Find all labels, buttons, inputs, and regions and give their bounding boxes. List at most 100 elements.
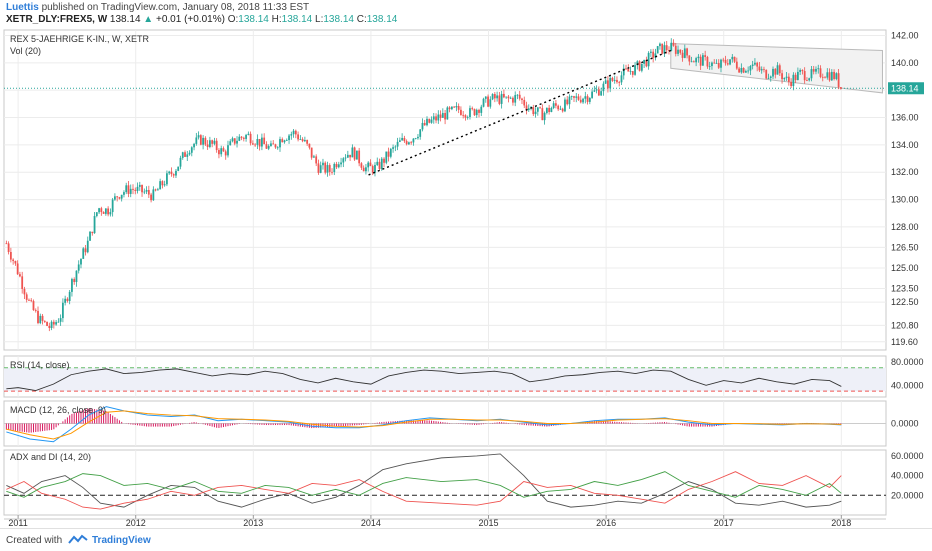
x-axis-label: 2011 xyxy=(8,518,27,528)
candle-body xyxy=(450,106,453,110)
candle-body xyxy=(527,108,530,110)
adx-y-label: 40.0000 xyxy=(891,471,924,481)
candle-body xyxy=(95,212,98,217)
candle-body xyxy=(12,259,15,261)
candle-body xyxy=(518,94,521,99)
candle-body xyxy=(473,109,476,116)
candle-body xyxy=(227,145,229,156)
candle-body xyxy=(509,97,512,99)
candle-body xyxy=(143,191,146,193)
candle-body xyxy=(480,106,483,113)
candle-body xyxy=(43,320,46,322)
candle-body xyxy=(686,48,688,56)
publication-info: published on TradingView.com, January 08… xyxy=(41,2,310,13)
candle-body xyxy=(588,97,591,102)
candle-body xyxy=(274,144,277,148)
candle-body xyxy=(265,144,268,149)
candle-body xyxy=(683,48,686,58)
candle-body xyxy=(557,105,560,110)
candle-body xyxy=(799,70,802,72)
candle-body xyxy=(224,151,227,156)
candle-body xyxy=(810,69,813,79)
candle-body xyxy=(656,46,659,54)
minus-di-line xyxy=(6,471,842,510)
candle-body xyxy=(267,146,270,149)
candle-body xyxy=(71,279,73,292)
candle-body xyxy=(502,93,505,98)
y-axis-label: 126.50 xyxy=(891,242,919,252)
candle-body xyxy=(313,156,315,158)
candle-body xyxy=(446,107,449,120)
candle-body xyxy=(281,139,284,143)
candle-body xyxy=(672,42,675,46)
candle-body xyxy=(371,166,374,173)
candle-body xyxy=(109,212,112,215)
candle-body xyxy=(64,298,67,303)
candle-body xyxy=(86,240,89,253)
candle-body xyxy=(573,96,575,98)
candle-body xyxy=(152,189,155,201)
candle-body xyxy=(46,321,48,326)
candle-body xyxy=(73,279,76,283)
candle-body xyxy=(742,68,745,73)
candle-body xyxy=(426,118,428,126)
high-value: 138.14 xyxy=(281,14,313,25)
candle-body xyxy=(803,71,806,81)
candle-body xyxy=(711,62,713,67)
candle-body xyxy=(817,68,820,70)
candle-body xyxy=(256,138,259,145)
candle-body xyxy=(649,51,652,53)
candle-body xyxy=(654,53,657,58)
candle-body xyxy=(378,161,381,169)
tradingview-brand-link[interactable]: TradingView xyxy=(92,535,151,546)
candle-body xyxy=(315,156,318,164)
candle-body xyxy=(118,197,121,199)
last-price-label: 138.14 xyxy=(891,83,919,93)
candle-body xyxy=(521,98,523,100)
candle-body xyxy=(16,263,19,275)
candle-body xyxy=(111,199,114,213)
candle-body xyxy=(34,310,37,311)
symbol-name[interactable]: XETR_DLY:FREX5, W xyxy=(6,14,108,25)
candle-body xyxy=(435,116,437,121)
candle-body xyxy=(697,56,700,59)
candle-body xyxy=(387,151,390,157)
candle-body xyxy=(120,194,123,199)
chart-canvas[interactable]: 2011 2012 2013 2014 2015 2016 2017 2018 119.60 12… xyxy=(0,0,932,528)
rsi-y-label: 40.0000 xyxy=(891,380,924,390)
candle-body xyxy=(303,140,306,142)
candle-body xyxy=(747,70,750,72)
open-label: O: xyxy=(227,14,239,25)
candle-body xyxy=(561,108,564,112)
candle-body xyxy=(100,208,103,213)
y-axis-label: 130.00 xyxy=(891,195,919,205)
candle-body xyxy=(301,139,304,142)
x-axis-label: 2018 xyxy=(831,518,851,528)
candle-body xyxy=(534,111,537,115)
candle-body xyxy=(430,119,433,123)
candle-body xyxy=(828,72,831,81)
candle-body xyxy=(39,315,42,324)
candle-body xyxy=(342,158,345,163)
y-axis-label: 123.50 xyxy=(891,283,919,293)
candle-body xyxy=(754,62,756,65)
candle-body xyxy=(159,181,162,190)
candle-body xyxy=(824,77,826,79)
candle-body xyxy=(618,82,621,83)
candle-body xyxy=(172,174,175,176)
candle-body xyxy=(385,151,388,163)
candle-body xyxy=(376,161,379,165)
candle-body xyxy=(147,190,150,195)
candle-body xyxy=(270,143,272,147)
candle-body xyxy=(643,59,646,64)
candle-body xyxy=(254,144,257,146)
candle-body xyxy=(272,143,275,145)
candle-body xyxy=(609,77,612,89)
y-axis-label: 140.00 xyxy=(891,58,919,68)
candle-body xyxy=(464,115,467,118)
candle-body xyxy=(620,75,623,83)
author-link[interactable]: Luettis xyxy=(6,2,39,13)
candle-body xyxy=(211,140,214,144)
price-channel xyxy=(670,43,883,94)
candle-body xyxy=(308,143,311,148)
